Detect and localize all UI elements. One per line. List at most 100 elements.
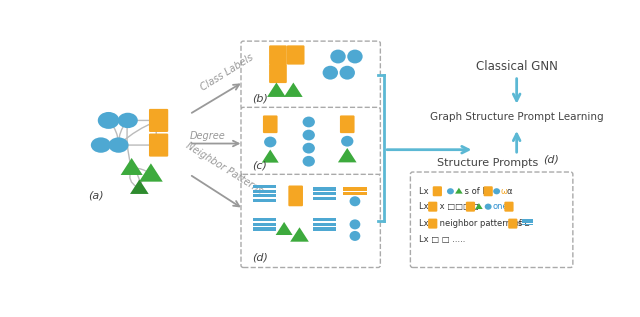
Text: Lx: Lx — [419, 202, 431, 211]
Ellipse shape — [348, 49, 363, 63]
Ellipse shape — [303, 156, 315, 167]
Ellipse shape — [330, 49, 346, 63]
Text: (c): (c) — [253, 160, 268, 170]
FancyArrowPatch shape — [111, 122, 118, 142]
Text: s: s — [517, 219, 522, 228]
Bar — [312, 223, 336, 226]
FancyBboxPatch shape — [340, 115, 355, 133]
Ellipse shape — [109, 137, 129, 153]
Bar — [344, 187, 367, 191]
Text: Class Labels: Class Labels — [198, 53, 255, 93]
Text: Neighbor Patterns: Neighbor Patterns — [184, 140, 264, 196]
FancyBboxPatch shape — [466, 202, 475, 212]
Bar — [253, 228, 276, 230]
Ellipse shape — [118, 113, 138, 128]
FancyBboxPatch shape — [149, 109, 168, 132]
FancyBboxPatch shape — [287, 45, 305, 65]
Text: Lx: Lx — [419, 219, 431, 228]
FancyArrowPatch shape — [127, 123, 131, 165]
FancyArrowPatch shape — [134, 170, 140, 185]
Text: Lx □ □ .....: Lx □ □ ..... — [419, 235, 465, 244]
FancyArrowPatch shape — [156, 123, 157, 142]
Bar — [253, 199, 276, 202]
Ellipse shape — [349, 231, 360, 241]
Bar — [312, 218, 336, 221]
Text: neighbor pattern of E: neighbor pattern of E — [437, 219, 530, 228]
FancyBboxPatch shape — [269, 64, 287, 83]
FancyBboxPatch shape — [410, 172, 573, 268]
Text: (d): (d) — [253, 253, 268, 262]
FancyBboxPatch shape — [484, 186, 493, 196]
Ellipse shape — [493, 188, 500, 194]
Polygon shape — [120, 158, 143, 175]
Bar — [312, 187, 336, 191]
FancyBboxPatch shape — [428, 219, 437, 229]
Text: Structure Prompts: Structure Prompts — [436, 158, 538, 168]
FancyArrowPatch shape — [120, 121, 156, 143]
FancyBboxPatch shape — [433, 186, 442, 196]
Text: Graph Structure Prompt Learning: Graph Structure Prompt Learning — [430, 112, 604, 122]
Bar — [312, 228, 336, 230]
Text: one: one — [493, 202, 509, 211]
FancyBboxPatch shape — [241, 107, 380, 175]
Ellipse shape — [264, 137, 276, 147]
Bar — [312, 197, 336, 200]
Ellipse shape — [349, 196, 360, 206]
Bar — [344, 192, 367, 195]
Bar — [253, 218, 276, 221]
Text: α: α — [507, 187, 512, 196]
FancyBboxPatch shape — [241, 41, 380, 109]
Bar — [522, 219, 533, 221]
Ellipse shape — [303, 117, 315, 127]
FancyBboxPatch shape — [269, 45, 287, 65]
Text: Classical GNN: Classical GNN — [476, 60, 557, 73]
Polygon shape — [284, 82, 303, 97]
Text: Degree: Degree — [189, 131, 225, 141]
FancyArrowPatch shape — [111, 121, 125, 122]
Ellipse shape — [91, 137, 111, 153]
FancyArrowPatch shape — [130, 171, 137, 187]
Bar — [253, 194, 276, 197]
Polygon shape — [262, 150, 279, 163]
FancyArrowPatch shape — [118, 123, 126, 142]
FancyArrowPatch shape — [140, 175, 148, 185]
Text: Lx: Lx — [419, 187, 431, 196]
Ellipse shape — [303, 143, 315, 153]
Polygon shape — [475, 203, 483, 209]
FancyBboxPatch shape — [149, 133, 168, 157]
Text: (d): (d) — [543, 155, 559, 165]
Bar — [253, 190, 276, 193]
FancyBboxPatch shape — [241, 174, 380, 268]
Ellipse shape — [484, 204, 492, 210]
Polygon shape — [290, 227, 309, 242]
Polygon shape — [455, 188, 463, 194]
Ellipse shape — [341, 136, 353, 146]
Polygon shape — [267, 82, 285, 97]
FancyBboxPatch shape — [508, 219, 517, 229]
Polygon shape — [338, 148, 356, 162]
Text: s of E: s of E — [462, 187, 488, 196]
FancyBboxPatch shape — [263, 115, 278, 133]
Polygon shape — [276, 222, 292, 235]
Bar — [312, 192, 336, 195]
Ellipse shape — [303, 130, 315, 140]
Ellipse shape — [323, 66, 338, 80]
Ellipse shape — [349, 219, 360, 230]
Text: (b): (b) — [253, 94, 268, 104]
Bar — [253, 223, 276, 226]
FancyBboxPatch shape — [504, 202, 513, 212]
Bar — [253, 185, 276, 188]
Ellipse shape — [340, 66, 355, 80]
Ellipse shape — [447, 188, 454, 194]
FancyArrowPatch shape — [134, 168, 148, 173]
Polygon shape — [130, 179, 148, 194]
FancyBboxPatch shape — [428, 202, 437, 212]
Text: ω: ω — [500, 187, 508, 196]
Polygon shape — [139, 163, 163, 182]
Text: x □□□□: x □□□□ — [437, 202, 482, 211]
Bar — [522, 221, 533, 223]
Bar — [522, 223, 533, 225]
Text: (a): (a) — [88, 191, 103, 201]
FancyBboxPatch shape — [289, 185, 303, 206]
Ellipse shape — [98, 112, 119, 129]
